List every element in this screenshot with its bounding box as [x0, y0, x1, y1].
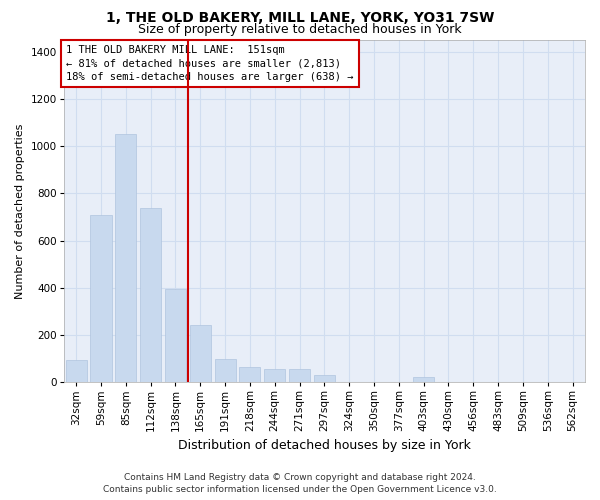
Text: Size of property relative to detached houses in York: Size of property relative to detached ho… — [138, 22, 462, 36]
Text: 1 THE OLD BAKERY MILL LANE:  151sqm
← 81% of detached houses are smaller (2,813): 1 THE OLD BAKERY MILL LANE: 151sqm ← 81%… — [67, 45, 354, 82]
Bar — [65, 360, 87, 382]
Bar — [239, 367, 260, 382]
Bar — [314, 375, 335, 382]
Bar — [165, 289, 186, 382]
Text: Contains HM Land Registry data © Crown copyright and database right 2024.
Contai: Contains HM Land Registry data © Crown c… — [103, 472, 497, 494]
Text: 1, THE OLD BAKERY, MILL LANE, YORK, YO31 7SW: 1, THE OLD BAKERY, MILL LANE, YORK, YO31… — [106, 11, 494, 25]
Bar — [115, 134, 136, 382]
Y-axis label: Number of detached properties: Number of detached properties — [15, 124, 25, 298]
Bar — [264, 369, 285, 382]
Bar — [190, 326, 211, 382]
Bar — [91, 214, 112, 382]
X-axis label: Distribution of detached houses by size in York: Distribution of detached houses by size … — [178, 440, 471, 452]
Bar — [289, 369, 310, 382]
Bar — [215, 358, 236, 382]
Bar — [413, 378, 434, 382]
Bar — [140, 208, 161, 382]
